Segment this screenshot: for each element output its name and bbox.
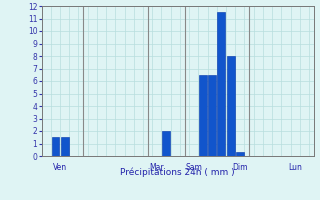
Bar (218, 12, 225, 156)
Text: Ven: Ven (53, 164, 67, 172)
Text: Lun: Lun (288, 164, 302, 172)
Text: Sam: Sam (185, 164, 202, 172)
Bar (199, 75, 207, 156)
X-axis label: Précipitations 24h ( mm ): Précipitations 24h ( mm ) (120, 167, 235, 177)
Text: Mar: Mar (149, 164, 164, 172)
Bar (162, 131, 170, 156)
Bar (61, 137, 68, 156)
Bar (227, 56, 235, 156)
Bar (236, 152, 244, 156)
Text: Dim: Dim (232, 164, 248, 172)
Bar (208, 75, 216, 156)
Bar (52, 137, 59, 156)
